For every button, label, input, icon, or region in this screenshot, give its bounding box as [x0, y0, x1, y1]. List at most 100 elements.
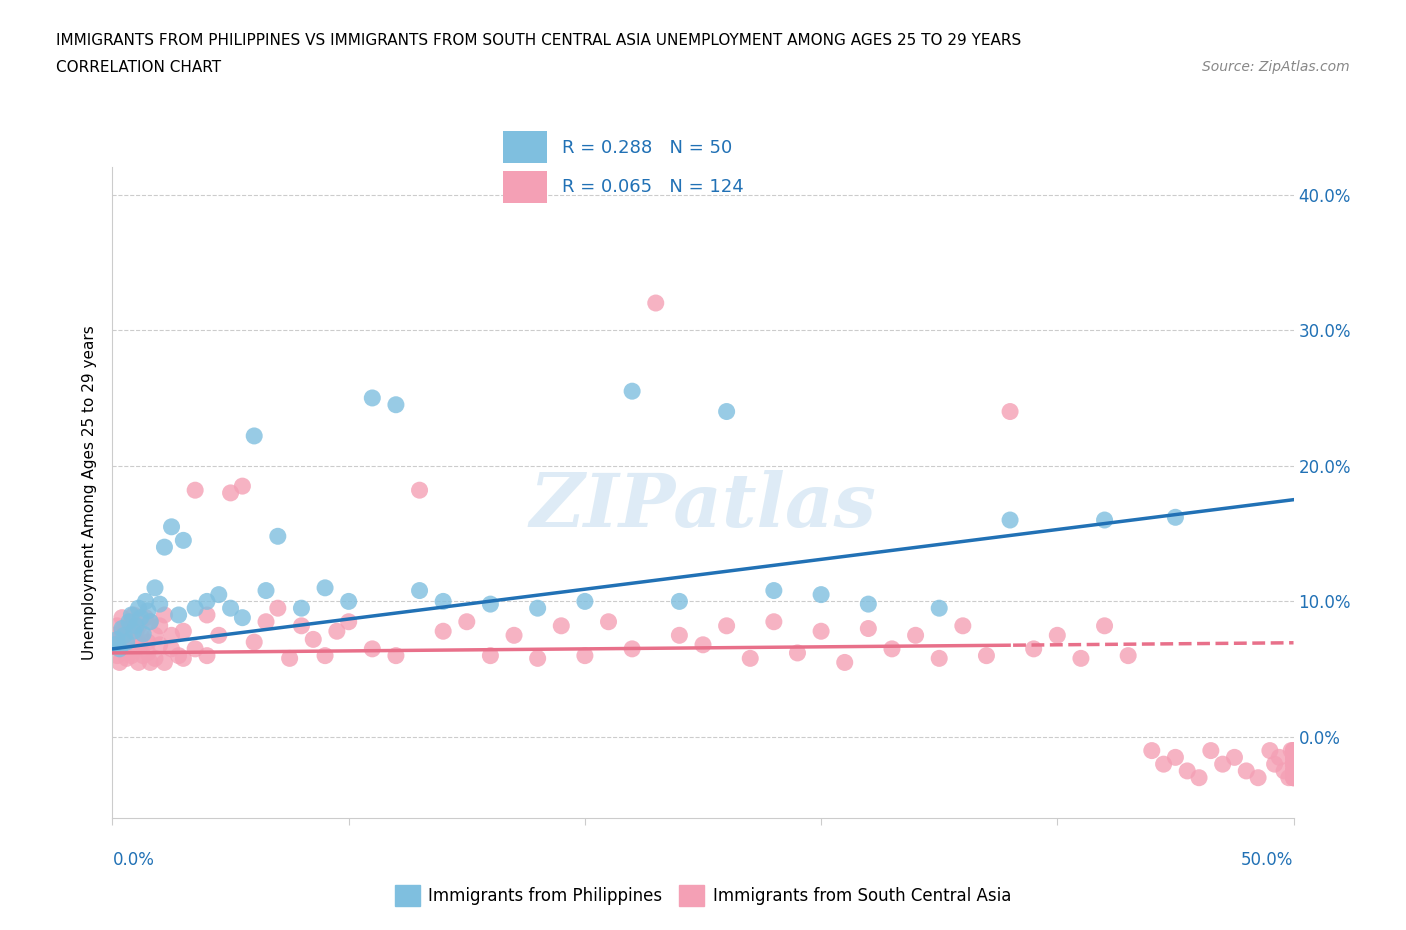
- Text: 50.0%: 50.0%: [1241, 851, 1294, 870]
- Point: [129, 610, 152, 625]
- Point: [139, 615, 162, 630]
- Point: [172, 533, 194, 548]
- Point: [143, 651, 166, 666]
- Point: [195, 594, 218, 609]
- Point: [1199, 743, 1222, 758]
- Point: [858, 597, 880, 612]
- Point: [136, 604, 159, 618]
- Point: [574, 648, 596, 663]
- Point: [254, 615, 277, 630]
- Text: IMMIGRANTS FROM PHILIPPINES VS IMMIGRANTS FROM SOUTH CENTRAL ASIA UNEMPLOYMENT A: IMMIGRANTS FROM PHILIPPINES VS IMMIGRANT…: [56, 33, 1022, 47]
- Point: [112, 628, 135, 643]
- Point: [1282, 770, 1305, 785]
- Point: [243, 429, 266, 444]
- Point: [135, 610, 157, 625]
- Point: [108, 655, 131, 670]
- Point: [139, 615, 162, 630]
- Point: [219, 601, 242, 616]
- Point: [1282, 770, 1305, 785]
- Point: [112, 628, 135, 643]
- Point: [1164, 750, 1187, 764]
- Point: [115, 621, 138, 636]
- Point: [361, 642, 384, 657]
- Point: [267, 601, 290, 616]
- Point: [149, 637, 172, 652]
- Text: Source: ZipAtlas.com: Source: ZipAtlas.com: [1202, 60, 1350, 74]
- Point: [1282, 750, 1305, 764]
- Point: [456, 615, 478, 630]
- Point: [1258, 743, 1281, 758]
- Point: [998, 512, 1021, 527]
- Point: [105, 648, 128, 663]
- Point: [127, 618, 149, 633]
- Point: [112, 642, 135, 657]
- Bar: [503, 131, 547, 164]
- Point: [118, 645, 141, 660]
- Point: [153, 607, 176, 622]
- Point: [219, 485, 242, 500]
- Point: [149, 597, 172, 612]
- Point: [1282, 750, 1305, 764]
- Point: [115, 634, 138, 649]
- Point: [1094, 512, 1116, 527]
- Point: [111, 610, 134, 625]
- Point: [132, 627, 155, 642]
- Point: [172, 624, 194, 639]
- Point: [1282, 743, 1305, 758]
- Point: [243, 634, 266, 649]
- Point: [136, 645, 159, 660]
- Point: [880, 642, 903, 657]
- Point: [385, 648, 408, 663]
- Point: [1282, 764, 1305, 778]
- Y-axis label: Unemployment Among Ages 25 to 29 years: Unemployment Among Ages 25 to 29 years: [82, 326, 97, 660]
- Point: [195, 648, 218, 663]
- Point: [1282, 757, 1305, 772]
- Point: [302, 632, 325, 647]
- Point: [337, 615, 360, 630]
- Point: [172, 651, 194, 666]
- Point: [105, 618, 128, 633]
- Point: [644, 296, 666, 311]
- Point: [267, 529, 290, 544]
- Point: [108, 632, 131, 647]
- Point: [1272, 764, 1295, 778]
- Point: [184, 642, 207, 657]
- Text: ZIPatlas: ZIPatlas: [530, 470, 876, 542]
- Point: [1282, 757, 1305, 772]
- Point: [928, 651, 950, 666]
- Point: [105, 632, 128, 647]
- Point: [111, 621, 134, 636]
- Point: [231, 479, 253, 494]
- Point: [550, 618, 572, 633]
- Point: [1279, 743, 1302, 758]
- Point: [952, 618, 974, 633]
- Text: R = 0.288   N = 50: R = 0.288 N = 50: [561, 140, 731, 157]
- Point: [1212, 757, 1234, 772]
- Point: [326, 624, 349, 639]
- Point: [1264, 757, 1286, 772]
- Point: [120, 648, 142, 663]
- Point: [167, 648, 190, 663]
- Point: [149, 618, 172, 633]
- Point: [716, 618, 738, 633]
- Point: [337, 594, 360, 609]
- Point: [668, 628, 690, 643]
- Point: [153, 539, 176, 554]
- Point: [810, 587, 832, 602]
- Bar: [503, 171, 547, 203]
- Point: [1116, 648, 1139, 663]
- Point: [479, 648, 502, 663]
- Point: [998, 405, 1021, 419]
- Point: [111, 624, 134, 639]
- Point: [598, 615, 620, 630]
- Point: [278, 651, 301, 666]
- Point: [432, 594, 454, 609]
- Point: [129, 637, 152, 652]
- Point: [290, 601, 312, 616]
- Point: [118, 615, 141, 630]
- Point: [904, 628, 927, 643]
- Point: [143, 628, 166, 643]
- Point: [526, 651, 548, 666]
- Point: [574, 594, 596, 609]
- Point: [184, 601, 207, 616]
